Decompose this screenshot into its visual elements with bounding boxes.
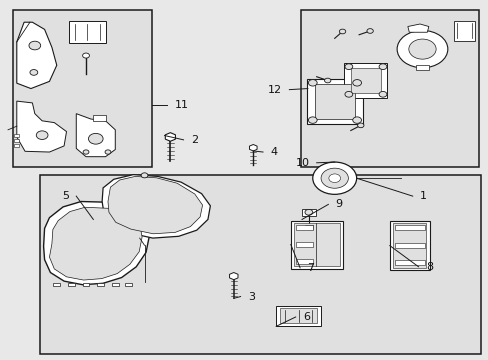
Text: 10: 10 <box>295 158 309 168</box>
Bar <box>394 225 424 230</box>
Bar <box>40 175 480 354</box>
Bar <box>93 116 105 121</box>
Circle shape <box>368 82 374 87</box>
Circle shape <box>105 150 111 154</box>
Bar <box>125 283 132 286</box>
Polygon shape <box>43 202 149 285</box>
Polygon shape <box>108 176 202 234</box>
Bar <box>97 283 104 286</box>
Text: 12: 12 <box>267 85 282 95</box>
Text: 9: 9 <box>335 199 342 210</box>
Polygon shape <box>229 273 238 280</box>
Polygon shape <box>17 101 66 152</box>
Circle shape <box>36 131 48 139</box>
Circle shape <box>29 41 41 50</box>
Text: 4: 4 <box>270 147 277 157</box>
Circle shape <box>305 210 312 215</box>
Polygon shape <box>407 24 428 32</box>
Bar <box>306 78 362 125</box>
Circle shape <box>408 39 435 59</box>
Circle shape <box>339 29 345 34</box>
Polygon shape <box>102 175 210 238</box>
Text: 8: 8 <box>425 262 432 272</box>
Bar <box>300 10 478 167</box>
Polygon shape <box>249 144 257 151</box>
Text: 5: 5 <box>62 191 69 201</box>
Polygon shape <box>49 207 142 280</box>
Polygon shape <box>165 133 175 141</box>
Bar <box>314 84 354 119</box>
Circle shape <box>308 117 317 123</box>
Circle shape <box>344 64 352 69</box>
Bar <box>394 260 424 265</box>
Circle shape <box>328 174 340 183</box>
Bar <box>69 21 105 43</box>
Circle shape <box>378 64 386 69</box>
Bar <box>350 68 380 93</box>
Bar <box>344 63 386 98</box>
Bar <box>453 21 474 41</box>
Circle shape <box>312 162 356 194</box>
Bar <box>14 134 19 136</box>
Circle shape <box>344 91 352 97</box>
Polygon shape <box>76 114 115 157</box>
Bar <box>68 283 75 286</box>
Bar <box>290 221 343 269</box>
Circle shape <box>82 53 89 58</box>
Circle shape <box>352 80 361 86</box>
Circle shape <box>30 69 38 75</box>
Bar <box>276 306 321 326</box>
Bar <box>394 243 424 248</box>
Bar <box>14 144 19 147</box>
Polygon shape <box>415 64 428 69</box>
Circle shape <box>88 134 103 144</box>
Circle shape <box>328 113 334 118</box>
Bar <box>14 139 19 142</box>
Text: 3: 3 <box>247 292 254 302</box>
Bar <box>305 225 312 229</box>
Text: 11: 11 <box>174 100 188 110</box>
Text: 7: 7 <box>307 263 314 273</box>
Bar <box>112 283 119 286</box>
Circle shape <box>324 78 330 83</box>
Circle shape <box>357 123 363 128</box>
Circle shape <box>352 117 361 123</box>
Bar <box>82 283 89 286</box>
Bar <box>280 309 317 323</box>
Bar <box>53 283 60 286</box>
Text: 1: 1 <box>419 191 426 201</box>
Circle shape <box>141 173 148 178</box>
Circle shape <box>321 168 347 188</box>
Bar <box>294 223 339 266</box>
Bar <box>295 259 313 264</box>
Circle shape <box>308 80 317 86</box>
Circle shape <box>396 31 447 68</box>
Circle shape <box>83 150 89 154</box>
Text: 2: 2 <box>190 135 198 145</box>
Bar <box>13 10 152 167</box>
Text: 6: 6 <box>303 312 309 322</box>
Bar <box>295 242 313 247</box>
Polygon shape <box>17 22 57 89</box>
Bar <box>389 221 429 270</box>
Circle shape <box>366 29 372 33</box>
Bar <box>295 225 313 230</box>
Bar <box>302 209 315 216</box>
Circle shape <box>378 91 386 97</box>
Bar <box>392 224 426 268</box>
